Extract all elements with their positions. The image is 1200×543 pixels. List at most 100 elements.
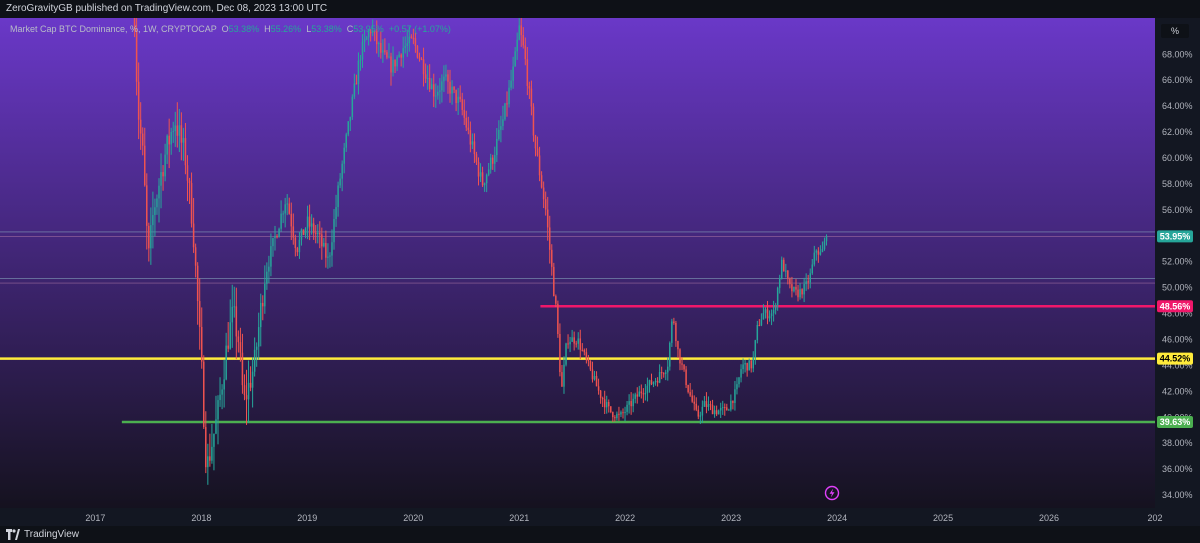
candle-body [231, 306, 234, 323]
candle-body [168, 135, 170, 145]
y-tick-label: 48.00% [1162, 309, 1193, 319]
time-axis-panel[interactable] [0, 508, 1155, 526]
candle-body [789, 278, 791, 285]
candle-body [618, 413, 620, 415]
candle-body [636, 394, 638, 397]
candle-body [805, 281, 807, 285]
candle-body [807, 281, 809, 283]
candle-body [669, 342, 671, 367]
y-tick-label: 50.00% [1162, 283, 1193, 293]
candle-body [308, 216, 311, 227]
x-tick-label: 2021 [509, 513, 529, 523]
lightning-icon[interactable] [824, 485, 840, 501]
candle-body [335, 207, 337, 220]
candle-body [506, 103, 508, 105]
candle-body [522, 35, 525, 46]
candle-body [221, 389, 223, 395]
candle-body [650, 380, 653, 385]
candle-body [544, 199, 547, 210]
candle-body [709, 404, 712, 406]
support-resistance-lines[interactable] [0, 305, 1155, 424]
candle-body [345, 134, 347, 148]
candle-body [738, 377, 740, 385]
candle-body [809, 273, 811, 283]
candle-body [351, 96, 354, 117]
candle-body [485, 174, 488, 184]
candle-body [235, 306, 238, 337]
price-chart[interactable]: 34.00%36.00%38.00%40.00%42.00%44.00%46.0… [0, 15, 1200, 526]
candle-body [284, 204, 286, 214]
candle-body [418, 57, 421, 59]
candle-body [791, 284, 793, 292]
candle-body [634, 394, 636, 399]
candle-body [638, 391, 641, 397]
candle-body [662, 373, 665, 375]
candle-body [188, 180, 191, 183]
candle-body [180, 125, 183, 143]
candle-body [717, 410, 720, 415]
candles [133, 15, 828, 485]
candle-body [644, 392, 647, 395]
chart-area[interactable]: 34.00%36.00%38.00%40.00%42.00%44.00%46.0… [0, 15, 1200, 526]
y-tick-label: 52.00% [1162, 257, 1193, 267]
candle-body [701, 406, 704, 416]
candle-body [219, 394, 221, 401]
candle-body [813, 252, 816, 265]
candle-body [715, 410, 718, 415]
candle-body [296, 248, 299, 253]
candle-body [359, 59, 362, 61]
candle-body [428, 78, 431, 90]
legend-low: 53.38% [311, 24, 342, 34]
candle-body [728, 409, 730, 411]
candle-body [610, 406, 612, 413]
candle-body [327, 256, 329, 258]
x-tick-label: 2019 [297, 513, 317, 523]
candle-body [697, 409, 700, 417]
candle-body [302, 229, 305, 236]
price-label-text: 53.95% [1160, 231, 1191, 241]
candle-body [785, 270, 787, 272]
candle-body [569, 341, 571, 345]
price-axis-panel[interactable] [1155, 18, 1200, 526]
candle-body [217, 400, 219, 420]
candle-body [620, 412, 622, 415]
candle-body [632, 398, 634, 407]
legend-open-label: O [221, 24, 229, 34]
percent-scale-button[interactable]: % [1161, 24, 1189, 38]
candle-body [752, 356, 754, 369]
candle-body [333, 219, 335, 243]
x-tick-label: 2025 [933, 513, 953, 523]
candle-body [766, 309, 769, 319]
candle-body [532, 106, 535, 136]
candle-body [726, 407, 728, 411]
price-label-text: 44.52% [1160, 354, 1191, 364]
candle-body [166, 135, 168, 155]
candle-body [292, 226, 295, 238]
candle-body [748, 360, 750, 371]
x-tick-label: 2026 [1039, 513, 1059, 523]
y-tick-label: 56.00% [1162, 205, 1193, 215]
candle-body [825, 236, 828, 242]
candle-body [343, 147, 345, 164]
tradingview-logo-icon[interactable] [6, 529, 20, 540]
price-label-text: 48.56% [1160, 301, 1191, 311]
candle-body [445, 74, 447, 77]
candle-body [719, 407, 722, 411]
candle-body [310, 223, 313, 227]
candle-body [298, 239, 301, 253]
candle-body [646, 385, 649, 393]
candle-body [551, 249, 553, 267]
candle-body [746, 363, 748, 371]
candle-body [652, 382, 655, 385]
candle-body [160, 172, 162, 186]
candle-body [518, 25, 520, 40]
candle-body [439, 90, 441, 92]
y-tick-label: 38.00% [1162, 438, 1193, 448]
candle-body [612, 412, 614, 418]
candle-body [135, 29, 138, 82]
candle-body [211, 446, 213, 461]
candle-body [459, 96, 461, 100]
legend-change: +0.57 (+1.07%) [388, 24, 451, 34]
x-tick-label: 2024 [827, 513, 847, 523]
candle-body [512, 66, 514, 81]
